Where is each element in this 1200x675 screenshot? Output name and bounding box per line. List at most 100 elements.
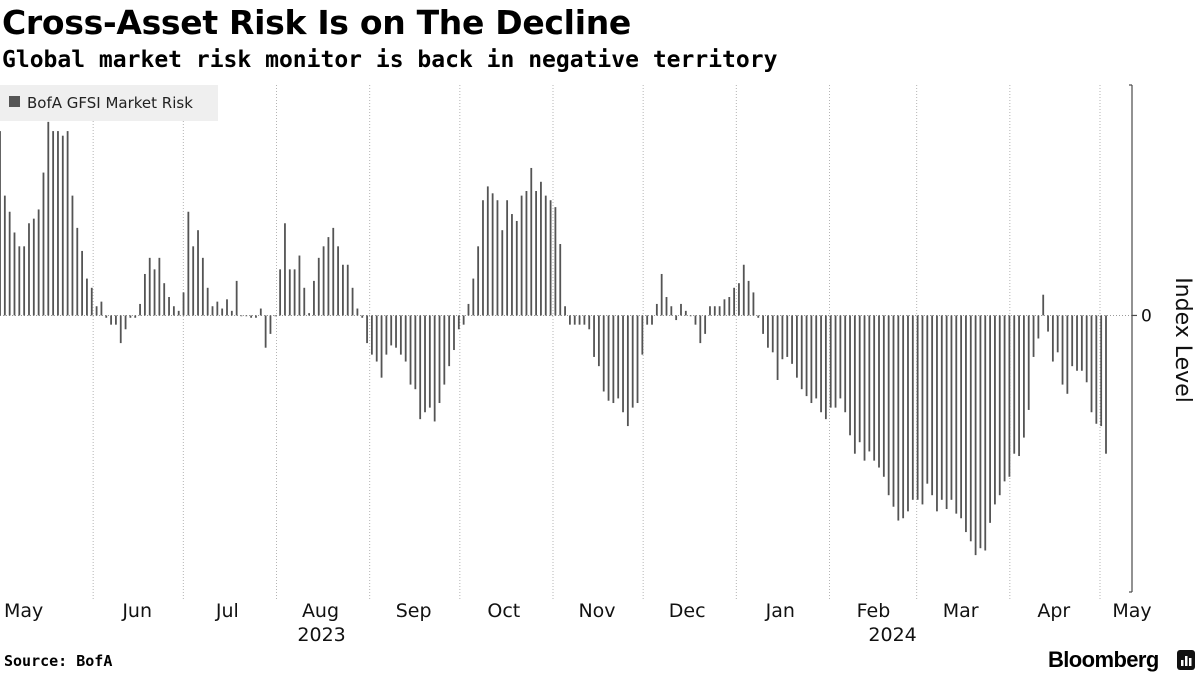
bar (762, 315, 764, 334)
bar (32, 218, 35, 316)
x-tick-label: Oct (487, 600, 520, 622)
bar (1037, 315, 1040, 339)
bar (878, 315, 880, 468)
bar (250, 315, 253, 318)
bar (453, 315, 455, 351)
bloomberg-logo: Bloomberg (1048, 647, 1159, 672)
bar (921, 315, 924, 505)
bar (897, 315, 900, 521)
bar (998, 315, 1001, 496)
bar (694, 315, 697, 325)
bar (892, 315, 895, 507)
bar (564, 306, 566, 316)
bar (81, 250, 83, 316)
bar (1032, 315, 1035, 357)
bar (86, 278, 88, 316)
bar (201, 257, 204, 316)
bar (839, 315, 842, 399)
bar (607, 315, 610, 401)
x-tick-label: Nov (578, 600, 615, 622)
bar (501, 230, 504, 316)
bar (940, 315, 943, 500)
bar (738, 283, 740, 316)
x-tick-label: Feb (857, 600, 891, 622)
bar (506, 200, 509, 316)
bar (1042, 294, 1045, 316)
bar (617, 315, 620, 399)
grid-lines (0, 85, 1132, 600)
bar (414, 315, 417, 390)
bar (158, 257, 161, 316)
bar (308, 313, 310, 316)
bar (496, 200, 499, 316)
bar (1071, 315, 1074, 367)
bar (37, 209, 40, 316)
bar (269, 315, 272, 334)
x-year-label: 2024 (868, 624, 916, 646)
bar (332, 227, 335, 316)
bar (385, 315, 388, 355)
x-tick-label: Apr (1037, 600, 1070, 622)
bar (540, 181, 542, 316)
bar (829, 315, 832, 408)
source-note: Source: BofA (4, 652, 113, 670)
bars (0, 121, 1107, 556)
bar (1056, 315, 1059, 353)
bar (752, 292, 755, 316)
x-tick-label: Mar (943, 600, 979, 622)
bar (342, 264, 344, 316)
bar (240, 315, 243, 317)
bar (71, 195, 74, 316)
bar (245, 315, 248, 317)
bar (28, 223, 30, 316)
bar (168, 297, 170, 316)
bar (472, 278, 475, 316)
y-tick-label: 0 (1141, 306, 1152, 326)
legend-label: BofA GFSI Market Risk (27, 94, 193, 112)
x-tick-label: Sep (396, 600, 432, 622)
bar (979, 315, 982, 549)
bar (805, 315, 808, 397)
bar (588, 315, 591, 330)
legend-swatch (9, 96, 20, 107)
bar (134, 315, 137, 318)
x-tick-label: Jan (765, 600, 795, 622)
bar (684, 310, 687, 316)
bar (1066, 315, 1069, 394)
bar (844, 315, 847, 413)
bar (419, 315, 422, 420)
bar (18, 246, 21, 316)
x-tick-label: Aug (302, 600, 339, 622)
bar (742, 264, 745, 316)
bar (3, 195, 6, 316)
bar (1023, 315, 1025, 438)
bar (230, 310, 233, 316)
bar (1051, 315, 1054, 362)
bar (1003, 315, 1006, 482)
bar (515, 220, 518, 316)
bar (858, 315, 861, 443)
bar (482, 200, 484, 316)
axes: May Jun Jul Aug Sep Oct Nov Dec Jan Feb Mar Apr May 2… (4, 84, 1152, 646)
bar (424, 315, 426, 413)
bar (786, 315, 789, 357)
bar (115, 315, 117, 325)
bar (399, 315, 402, 355)
bar (1027, 315, 1030, 410)
bar (153, 269, 156, 316)
bar (163, 283, 166, 316)
bar (380, 315, 383, 378)
bar (226, 299, 228, 316)
bar (646, 315, 649, 325)
bar (1085, 315, 1088, 383)
bar (1047, 315, 1049, 332)
bar (554, 207, 557, 316)
bar (317, 257, 320, 316)
bar (1095, 315, 1098, 424)
bar (124, 315, 127, 330)
bar (815, 315, 818, 399)
bar (849, 315, 851, 436)
bar (771, 315, 774, 353)
bar (733, 287, 736, 316)
bar (274, 315, 277, 317)
